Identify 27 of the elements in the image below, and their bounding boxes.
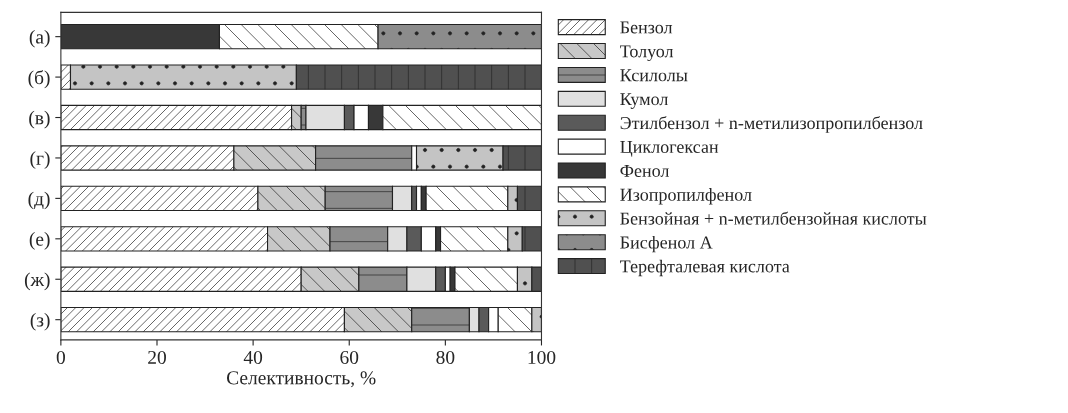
legend-label: Изопропилфенол [620,188,752,205]
x-tick-label: 100 [528,350,556,364]
legend-label: Ксилолы [620,69,688,82]
legend-label: Терефталевая кислота [620,259,790,277]
y-tick-label: (з) [30,312,50,331]
bar [391,185,413,212]
legend-label: Толуол [620,45,674,62]
legend-label: Кумол [620,93,668,109]
x-tick-label: 40 [243,350,263,364]
y-tick-label: (а) [29,29,50,48]
y-tick-label: (б) [28,70,50,89]
legend-label: Бисфенол А [620,235,713,253]
legend-label: Этилбензол + n-метилизопропилбензол [620,116,923,133]
y-tick-label: (е) [29,232,50,250]
legend-label: Фенол [620,164,670,177]
y-tick-label: (г) [30,151,50,169]
y-tick-label: (ж) [24,272,50,291]
legend-label: Бензойная + n-метилбензойная кислоты [620,211,927,225]
y-tick-label: (в) [29,110,50,129]
x-tick-label: 80 [436,350,455,364]
x-axis-title: Селективность, % [226,371,376,388]
legend-label: Циклогексан [620,141,719,157]
legend-label: Бензол [620,21,673,34]
x-tick-label: 20 [148,350,166,364]
x-tick-label: 0 [56,350,65,364]
x-tick-label: 60 [340,350,359,364]
y-tick-label: (д) [28,191,50,210]
